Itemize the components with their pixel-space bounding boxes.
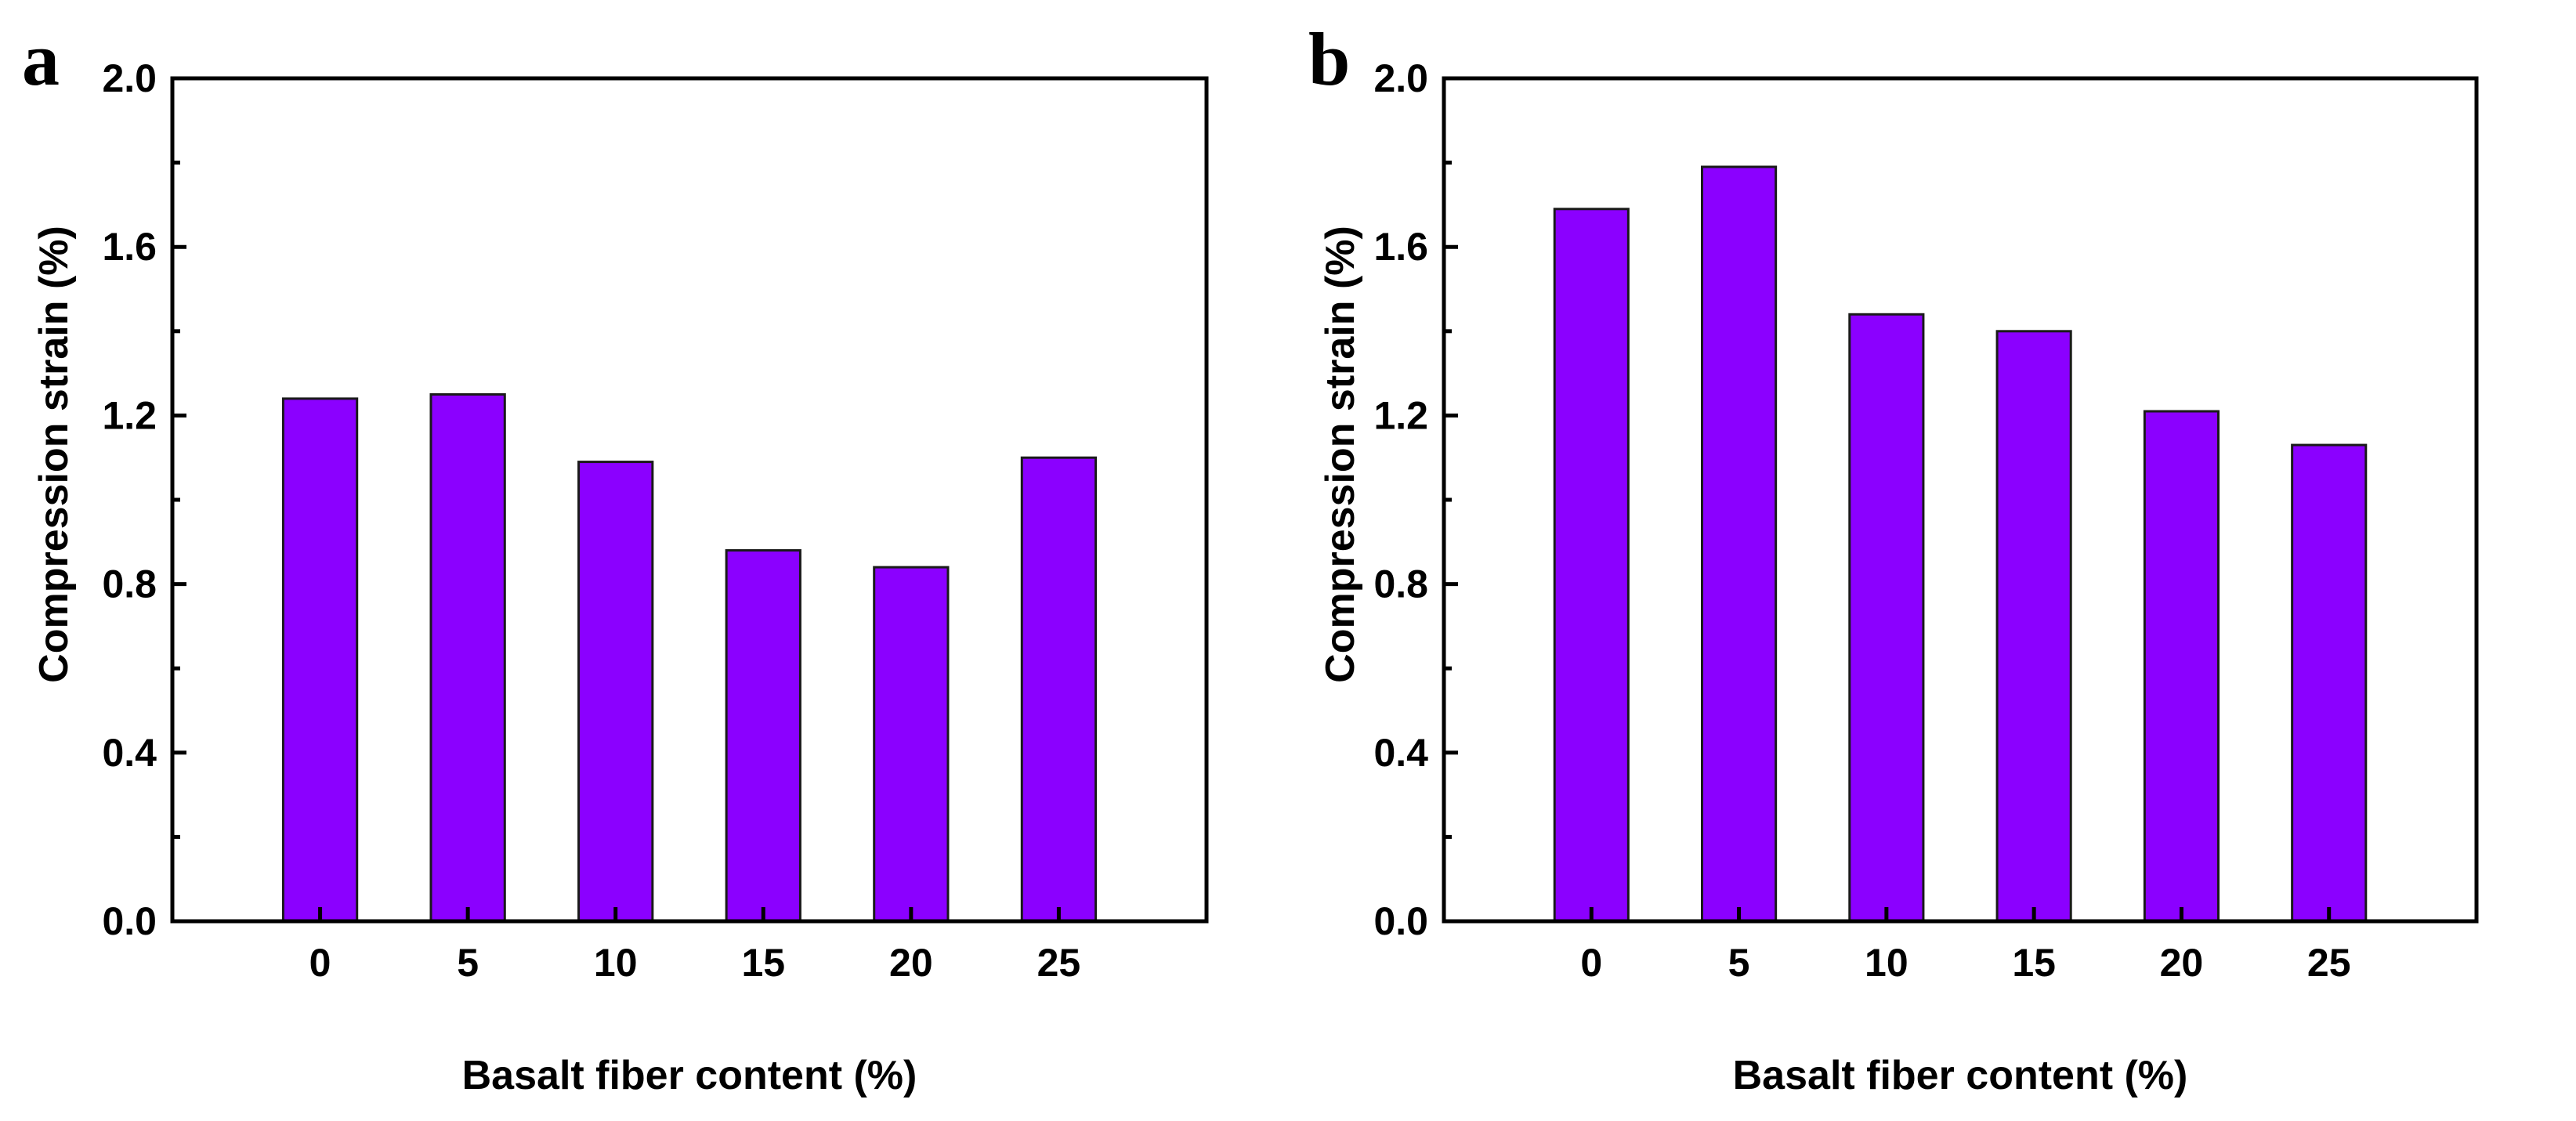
x-axis-title-b: Basalt fiber content (%) bbox=[1733, 1053, 2188, 1098]
bar-a-5 bbox=[429, 393, 506, 923]
bar-a-0 bbox=[281, 397, 359, 923]
bar-b-10 bbox=[1848, 313, 1925, 923]
bar-a-15 bbox=[725, 549, 801, 923]
x-tick-label-b: 20 bbox=[2160, 941, 2204, 985]
y-tick-label-a: 0.0 bbox=[102, 899, 157, 943]
y-tick-label-b: 1.6 bbox=[1373, 225, 1428, 269]
x-tick-label-b: 25 bbox=[2307, 941, 2351, 985]
bar-a-25 bbox=[1020, 456, 1098, 923]
x-tick-label-b: 10 bbox=[1865, 941, 1908, 985]
y-tick-label-a: 0.4 bbox=[102, 731, 157, 775]
x-tick-label-b: 5 bbox=[1728, 941, 1750, 985]
x-tick-label-a: 5 bbox=[457, 941, 479, 985]
x-tick-label-a: 15 bbox=[741, 941, 785, 985]
y-axis-title-a: Compression strain (%) bbox=[31, 226, 77, 683]
y-tick-label-a: 0.8 bbox=[102, 562, 157, 606]
chart-b-svg: b Compression strain (%) Basalt fiber co… bbox=[1308, 17, 2479, 1098]
y-tick-label-a: 2.0 bbox=[102, 56, 157, 100]
panel-label-a: a bbox=[22, 17, 60, 101]
bar-a-10 bbox=[577, 461, 654, 923]
x-tick-label-a: 25 bbox=[1037, 941, 1081, 985]
bar-a-20 bbox=[873, 566, 950, 923]
y-tick-label-b: 2.0 bbox=[1373, 56, 1428, 100]
x-axis-title-a: Basalt fiber content (%) bbox=[462, 1053, 917, 1098]
y-tick-label-a: 1.6 bbox=[102, 225, 157, 269]
x-tick-label-a: 0 bbox=[309, 941, 331, 985]
x-tick-label-b: 15 bbox=[2012, 941, 2056, 985]
y-tick-label-b: 0.8 bbox=[1373, 562, 1428, 606]
y-tick-label-b: 1.2 bbox=[1373, 393, 1428, 437]
y-tick-label-b: 0.4 bbox=[1373, 731, 1428, 775]
bar-b-20 bbox=[2143, 410, 2220, 923]
chart-a-svg: a Compression strain (%) Basalt fiber co… bbox=[22, 17, 1209, 1098]
y-axis-title-b: Compression strain (%) bbox=[1318, 226, 1363, 683]
bar-b-15 bbox=[1995, 330, 2072, 923]
bar-b-5 bbox=[1701, 165, 1778, 923]
x-tick-label-a: 20 bbox=[889, 941, 933, 985]
chart-panel-b: b Compression strain (%) Basalt fiber co… bbox=[1288, 0, 2576, 1121]
bar-b-0 bbox=[1553, 208, 1630, 923]
y-tick-label-b: 0.0 bbox=[1373, 899, 1428, 943]
y-tick-label-a: 1.2 bbox=[102, 393, 157, 437]
x-tick-label-a: 10 bbox=[594, 941, 638, 985]
bar-b-25 bbox=[2291, 443, 2368, 923]
chart-panel-a: a Compression strain (%) Basalt fiber co… bbox=[22, 17, 1209, 1098]
panel-label-b: b bbox=[1308, 17, 1350, 101]
x-tick-label-b: 0 bbox=[1580, 941, 1602, 985]
